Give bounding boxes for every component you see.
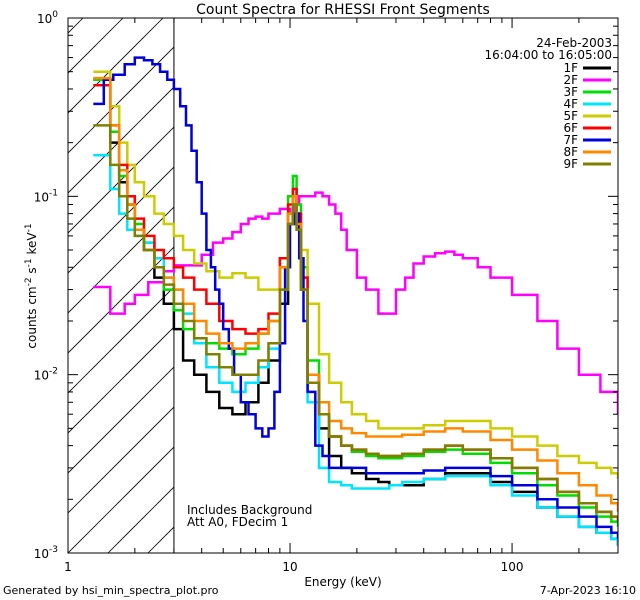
legend-label-3F: 3F bbox=[563, 85, 578, 99]
legend-label-9F: 9F bbox=[563, 157, 578, 171]
x-tick-label: 10 bbox=[282, 560, 297, 574]
legend-label-4F: 4F bbox=[563, 97, 578, 111]
axis-tick-labels: 1 10 100 10-3 10-2 10-1 100 bbox=[34, 10, 524, 574]
series-9F bbox=[93, 124, 618, 522]
series-4F bbox=[93, 153, 618, 546]
attenuator-hatch-region bbox=[68, 18, 174, 553]
series-7F bbox=[93, 56, 618, 539]
generated-by-footer: Generated by hsi_min_spectra_plot.pro bbox=[3, 584, 219, 597]
y-tick-label: 10-1 bbox=[34, 188, 58, 204]
y-tick-label: 10-2 bbox=[34, 367, 58, 383]
legend-label-2F: 2F bbox=[563, 73, 578, 87]
legend-label-7F: 7F bbox=[563, 133, 578, 147]
plot-frame bbox=[67, 17, 619, 554]
series-1F bbox=[93, 78, 618, 546]
timestamp-footer: 7-Apr-2023 16:10 bbox=[540, 584, 636, 597]
time-range-label: 16:04:00 to 16:05:00 bbox=[485, 48, 612, 62]
y-tick-label: 10-3 bbox=[34, 545, 58, 561]
legend-label-5F: 5F bbox=[563, 109, 578, 123]
chart-title: Count Spectra for RHESSI Front Segments bbox=[196, 2, 490, 18]
legend-label-6F: 6F bbox=[563, 121, 578, 135]
legend-label-8F: 8F bbox=[563, 145, 578, 159]
legend-label-1F: 1F bbox=[563, 61, 578, 75]
axis-ticks bbox=[67, 17, 619, 554]
date-label: 24-Feb-2003 bbox=[536, 36, 612, 50]
y-axis-label: counts cm-2 s-1 keV-1 bbox=[24, 223, 39, 348]
x-tick-label: 1 bbox=[64, 560, 72, 574]
x-axis-label: Energy (keV) bbox=[304, 575, 381, 589]
series-group bbox=[93, 56, 618, 546]
series-2F bbox=[93, 191, 618, 415]
annotation-background: Includes Background bbox=[187, 503, 312, 517]
annotation-attenuator: Att A0, FDecim 1 bbox=[187, 515, 288, 529]
y-tick-label: 100 bbox=[37, 10, 58, 26]
x-tick-label: 100 bbox=[501, 560, 524, 574]
